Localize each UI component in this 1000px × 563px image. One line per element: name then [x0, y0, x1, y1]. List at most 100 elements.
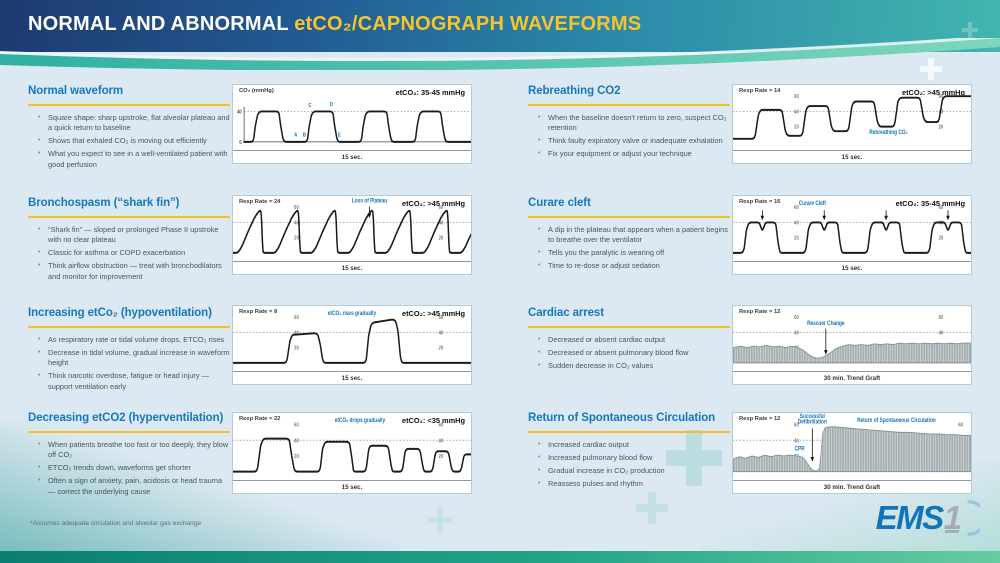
title-underline: [28, 325, 230, 328]
svg-text:60: 60: [439, 422, 444, 429]
section-rosc: Return of Spontaneous Circulation Increa…: [528, 412, 730, 492]
svg-text:40: 40: [237, 109, 242, 116]
bullet-item: Tells you the paralytic is wearing off: [538, 248, 730, 259]
svg-text:20: 20: [439, 454, 444, 461]
svg-text:60: 60: [939, 205, 944, 212]
svg-text:40: 40: [794, 220, 799, 227]
bullet-list: Increased cardiac output Increased pulmon…: [528, 440, 730, 490]
svg-text:0: 0: [239, 139, 242, 146]
bullet-item: Reassess pulses and rhythm: [538, 479, 730, 490]
bullet-list: When patients breathe too fast or too de…: [28, 440, 230, 498]
section-decreasing-etco2: Decreasing etCO2 (hyperventilation) When…: [28, 412, 230, 500]
chart-footer: 15 sec.: [233, 150, 471, 163]
plus-icon: [962, 22, 978, 38]
title-underline: [528, 325, 730, 328]
chart-cardiac-arrest: Resp Rate = 12 604020604020Rescuer Chang…: [732, 305, 972, 385]
svg-text:60: 60: [794, 205, 799, 212]
waveform-plot: 60 40 20 60 40 20 Loss of Plateau: [233, 198, 471, 254]
bullet-item: Decreased or absent pulmonary blood flow: [538, 348, 730, 359]
svg-text:40: 40: [439, 220, 444, 227]
ems1-logo: EMS 1: [876, 499, 980, 537]
svg-text:Successful: Successful: [800, 414, 825, 421]
section-title: Decreasing etCO2 (hyperventilation): [28, 412, 224, 424]
svg-text:60: 60: [794, 315, 799, 322]
svg-text:20: 20: [294, 235, 299, 242]
section-title: Return of Spontaneous Circulation: [528, 412, 716, 424]
svg-text:40: 40: [794, 330, 799, 337]
bullet-item: Think narcotic overdose, fatigue or head…: [38, 371, 230, 392]
svg-text:Rebreathing CO₂: Rebreathing CO₂: [869, 130, 908, 137]
svg-text:Curare Cleft: Curare Cleft: [799, 200, 826, 207]
title-underline: [28, 103, 230, 106]
bullet-item: As respiratory rate or tidal volume drop…: [38, 335, 230, 346]
title-underline: [28, 215, 230, 218]
section-curare-cleft: Curare cleft A dip in the plateau that a…: [528, 197, 730, 274]
svg-text:Defibrillation: Defibrillation: [798, 419, 828, 426]
bullet-item: Shows that exhaled CO₂ is moving out eff…: [38, 136, 230, 147]
plus-icon: [920, 58, 942, 80]
section-title: Rebreathing CO2: [528, 85, 621, 97]
section-increasing-etco2: Increasing etCo₂ (hypoventilation) As re…: [28, 307, 230, 395]
chart-decreasing-etco2: Resp Rate = 22 etCO₂: <35 mmHg 60 40 20 60 40…: [232, 412, 472, 494]
svg-text:20: 20: [794, 235, 799, 242]
svg-text:40: 40: [939, 330, 944, 337]
x-axis-label: 15 sec.: [841, 264, 863, 272]
page-title-highlight: etCO₂/CAPNOGRAPH WAVEFORMS: [294, 13, 642, 35]
svg-text:Loss of Plateau: Loss of Plateau: [352, 198, 387, 205]
logo-one-text: 1: [944, 499, 965, 537]
svg-text:etCO₂ drops gradually: etCO₂ drops gradually: [335, 418, 386, 425]
x-axis-label: 15 sec.: [341, 483, 363, 491]
chart-increasing-etco2: Resp Rate = 8 etCO₂: >45 mmHg 60 40 20 60 40 2…: [232, 305, 472, 385]
title-underline: [528, 430, 730, 433]
bullet-item: Often a sign of anxiety, pain, acidosis …: [38, 476, 230, 497]
chart-normal-waveform: CO₂ (mmHg) etCO₂: 35-45 mmHg 40 0 A B C D E 15 …: [232, 84, 472, 164]
bullet-list: A dip in the plateau that appears when a…: [528, 225, 730, 272]
section-title: Normal waveform: [28, 85, 124, 97]
x-axis-label: 15 sec.: [341, 153, 363, 161]
bullet-item: When patients breathe too fast or too de…: [38, 440, 230, 461]
section-normal-waveform: Normal waveform Square shape: sharp upst…: [28, 85, 230, 173]
plus-icon: [428, 508, 452, 532]
svg-text:60: 60: [939, 315, 944, 322]
x-axis-label: 15 sec.: [341, 374, 363, 382]
logo-ems-text: EMS: [875, 499, 945, 536]
svg-text:40: 40: [439, 330, 444, 337]
plus-icon: [636, 492, 668, 524]
section-title: Bronchospasm (“shark fin”): [28, 197, 180, 209]
bullet-item: Fix your equipment or adjust your techni…: [538, 149, 730, 160]
bullet-item: Time to re-dose or adjust sedation: [538, 261, 730, 272]
svg-text:E: E: [338, 132, 341, 139]
bullet-item: Increased cardiac output: [538, 440, 730, 451]
x-axis-label: 30 min. Trend Graft: [823, 483, 881, 491]
section-bronchospasm: Bronchospasm (“shark fin”) “Shark fin” —…: [28, 197, 230, 285]
svg-text:60: 60: [939, 94, 944, 101]
bullet-item: Increased pulmonary blood flow: [538, 453, 730, 464]
chart-footer: 15 sec.: [733, 150, 971, 163]
svg-text:40: 40: [794, 109, 799, 116]
section-title: Curare cleft: [528, 197, 591, 209]
svg-text:40: 40: [439, 438, 444, 445]
svg-text:D: D: [330, 102, 333, 109]
svg-text:20: 20: [939, 124, 944, 131]
bullet-list: “Shark fin” — sloped or prolonged Phase …: [28, 225, 230, 283]
svg-text:C: C: [308, 102, 311, 109]
title-underline: [528, 103, 730, 106]
svg-text:60: 60: [294, 422, 299, 429]
bullet-list: When the baseline doesn't return to zero…: [528, 113, 730, 160]
bullet-item: Classic for asthma or COPD exacerbation: [38, 248, 230, 259]
bullet-list: As respiratory rate or tidal volume drop…: [28, 335, 230, 393]
svg-text:60: 60: [794, 422, 799, 429]
chart-rosc: Resp Rate = 12 604020604020CPRSuccessful…: [732, 412, 972, 494]
waveform-plot: 60 40 20 60 40 20 etCO₂ drops gradually: [233, 418, 471, 473]
section-title: Cardiac arrest: [528, 307, 604, 319]
chart-rebreathing-co2: Resp Rate = 14 etCO₂: >45 mmHg 60 40 20 60 40…: [732, 84, 972, 164]
bullet-list: Square shape: sharp upstroke, flat alveo…: [28, 113, 230, 171]
chart-bronchospasm: Resp Rate = 24 etCO₂: >45 mmHg 60 40 20 60 40…: [232, 195, 472, 275]
chart-curare-cleft: Resp Rate = 16 etCO₂: 35-45 mmHg 60 40 20 60…: [732, 195, 972, 275]
bullet-item: When the baseline doesn't return to zero…: [538, 113, 730, 134]
svg-text:Return of Spontaneous Circulat: Return of Spontaneous Circulation: [857, 418, 936, 425]
waveform-plot: 604020604020Rescuer Change: [733, 315, 971, 364]
svg-text:60: 60: [439, 205, 444, 212]
chart-footer: 15 sec.: [233, 480, 471, 493]
